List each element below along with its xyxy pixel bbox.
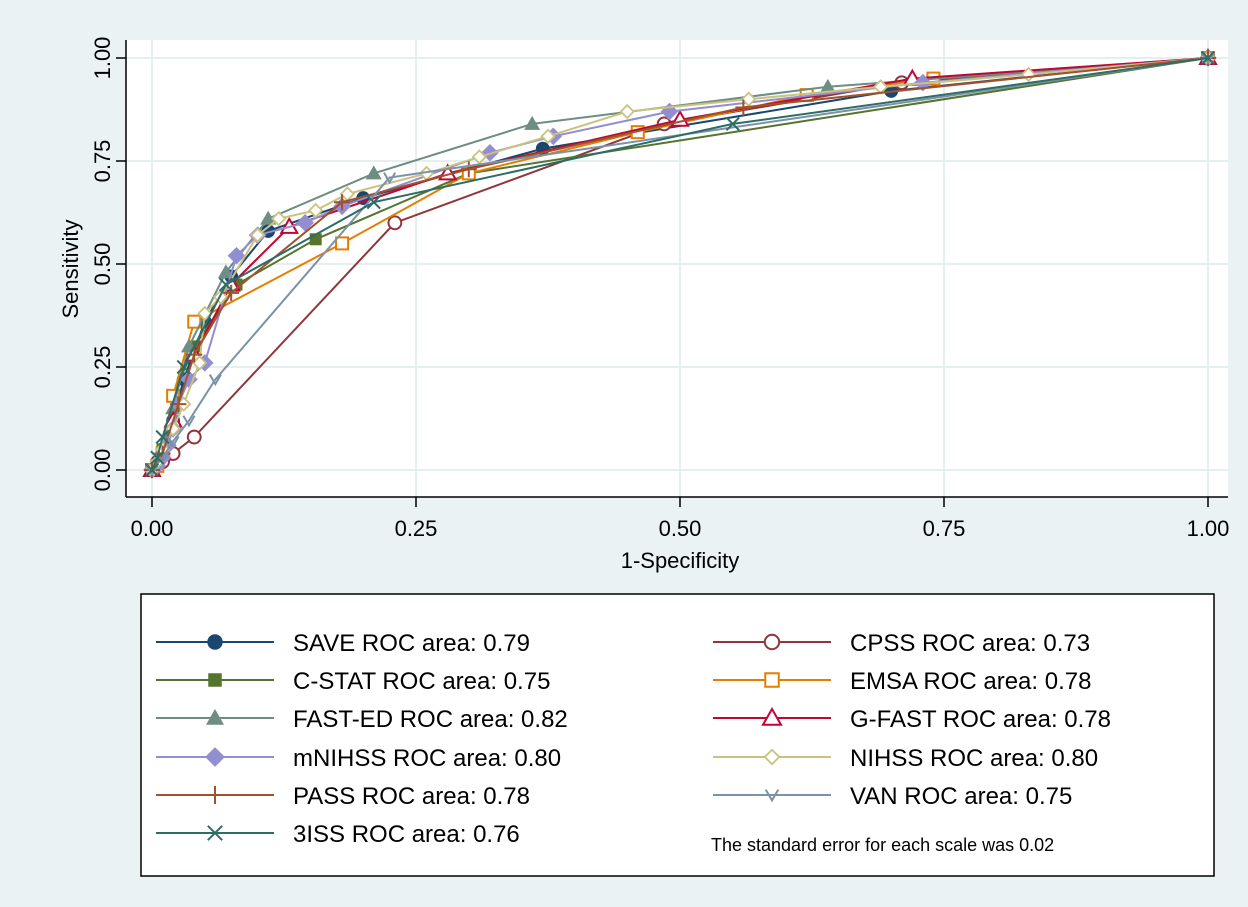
series-marker — [150, 450, 165, 465]
legend-entry: EMSA ROC area: 0.78 — [713, 668, 1091, 695]
legend-entry: PASS ROC area: 0.78 — [156, 783, 530, 810]
x-tick-label: 0.75 — [923, 516, 966, 541]
plot-background — [126, 40, 1228, 497]
series-marker — [619, 103, 635, 120]
legend-label: EMSA ROC area: 0.78 — [850, 668, 1091, 695]
y-axis-label: Sensitivity — [58, 219, 83, 318]
legend-entry: G-FAST ROC area: 0.78 — [713, 706, 1111, 733]
series-marker — [223, 284, 240, 301]
legend-label: VAN ROC area: 0.75 — [850, 783, 1072, 810]
series-marker — [725, 116, 740, 132]
series-marker — [383, 172, 397, 185]
series-marker — [540, 128, 556, 144]
series-marker — [208, 374, 222, 387]
legend-label: FAST-ED ROC area: 0.82 — [293, 706, 568, 733]
x-tick-label: 0.00 — [131, 516, 174, 541]
legend-label: PASS ROC area: 0.78 — [293, 783, 530, 810]
series-marker — [761, 706, 783, 726]
legend-label: mNIHSS ROC area: 0.80 — [293, 745, 561, 772]
series-marker — [471, 149, 488, 165]
series-marker — [166, 435, 180, 448]
series-marker — [365, 165, 382, 180]
series-marker — [144, 462, 160, 478]
series-7 — [144, 50, 1216, 478]
series-9 — [145, 52, 1215, 477]
series-marker — [1201, 52, 1215, 65]
series-marker — [763, 748, 781, 766]
legend: SAVE ROC area: 0.79 CPSS ROC area: 0.73 C-… — [156, 630, 1111, 848]
series-marker — [206, 709, 224, 725]
legend-entry: C-STAT ROC area: 0.75 — [156, 668, 550, 695]
series-marker — [366, 195, 381, 210]
legend-entry: mNIHSS ROC area: 0.80 — [156, 745, 561, 772]
series-line — [151, 57, 1209, 471]
series-marker — [249, 227, 266, 243]
legend-entry: CPSS ROC area: 0.73 — [713, 630, 1090, 657]
series-line — [151, 57, 1209, 471]
y-tick-label: 0.50 — [90, 243, 115, 286]
series-marker — [197, 305, 213, 322]
y-tick-label: 0.00 — [90, 449, 115, 492]
series-marker — [227, 246, 246, 265]
legend-box — [140, 593, 1215, 877]
legend-label: CPSS ROC area: 0.73 — [850, 630, 1090, 657]
y-tick-label: 0.25 — [90, 346, 115, 389]
series-marker — [186, 429, 202, 445]
legend-note: The standard error for each scale was 0.… — [711, 835, 1054, 855]
series-marker — [308, 202, 324, 219]
legend-entry: VAN ROC area: 0.75 — [713, 783, 1072, 810]
series-marker — [460, 161, 477, 178]
series-marker — [524, 115, 541, 130]
series-marker — [207, 825, 223, 841]
x-tick-label: 0.25 — [395, 516, 438, 541]
legend-label: 3ISS ROC area: 0.76 — [293, 821, 520, 848]
legend-label: NIHSS ROC area: 0.80 — [850, 745, 1098, 772]
series-marker — [334, 194, 351, 211]
series-marker — [145, 464, 159, 477]
series-marker — [180, 370, 198, 389]
series-marker — [218, 277, 234, 292]
series-marker — [271, 211, 287, 227]
series-marker — [387, 215, 403, 231]
legend-entry: FAST-ED ROC area: 0.82 — [156, 706, 568, 733]
series-marker — [819, 78, 836, 93]
x-axis-label: 1-Specificity — [621, 548, 740, 573]
series-marker — [176, 359, 191, 375]
legend-label: C-STAT ROC area: 0.75 — [293, 668, 550, 695]
legend-entry: SAVE ROC area: 0.79 — [156, 630, 530, 657]
series-marker — [260, 210, 277, 225]
series-marker — [182, 415, 196, 428]
legend-entry: NIHSS ROC area: 0.80 — [713, 745, 1098, 772]
series-marker — [764, 789, 780, 803]
series-marker — [740, 91, 757, 107]
series-marker — [208, 673, 222, 687]
series-marker — [206, 786, 224, 804]
grid-lines — [126, 40, 1228, 497]
x-tick-label: 1.00 — [1187, 516, 1230, 541]
series-marker — [1200, 50, 1216, 66]
series-layer — [142, 47, 1218, 479]
series-marker — [296, 214, 314, 232]
series-marker — [335, 236, 350, 251]
axes: 0.00 0.00 0.25 0.25 0.50 0.50 0.75 0.75 1.00 1.00 — [90, 37, 1229, 541]
series-marker — [763, 633, 781, 651]
y-tick-label: 1.00 — [90, 37, 115, 80]
series-10 — [144, 50, 1216, 478]
series-marker — [735, 99, 752, 116]
series-marker — [155, 429, 170, 445]
x-tick-label: 0.50 — [659, 516, 702, 541]
series-marker — [764, 672, 780, 688]
series-marker — [205, 747, 225, 767]
series-marker — [207, 634, 223, 650]
legend-label: G-FAST ROC area: 0.78 — [850, 706, 1111, 733]
legend-label: SAVE ROC area: 0.79 — [293, 630, 530, 657]
legend-entry: 3ISS ROC area: 0.76 — [156, 821, 520, 848]
series-marker — [191, 355, 208, 371]
y-tick-label: 0.75 — [90, 140, 115, 183]
